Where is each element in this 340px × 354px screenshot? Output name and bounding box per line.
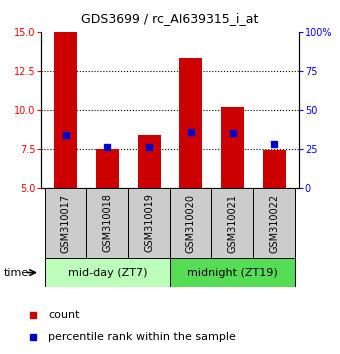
Text: GSM310017: GSM310017 (61, 194, 71, 252)
Text: GSM310018: GSM310018 (102, 194, 113, 252)
Bar (221, 107, 244, 188)
Text: GSM310021: GSM310021 (227, 194, 238, 252)
Bar (45, 188, 87, 258)
Bar (253, 188, 295, 258)
Bar (45, 258, 170, 287)
Bar (180, 58, 202, 188)
Bar (138, 135, 160, 188)
Bar (54, 32, 77, 188)
Text: GSM310022: GSM310022 (269, 193, 279, 253)
Bar (86, 188, 129, 258)
Text: GSM310020: GSM310020 (186, 194, 196, 252)
Bar (211, 188, 254, 258)
Bar (263, 150, 286, 188)
Bar (170, 188, 212, 258)
Text: midnight (ZT19): midnight (ZT19) (187, 268, 278, 278)
Text: GSM310019: GSM310019 (144, 194, 154, 252)
Bar (96, 149, 119, 188)
Bar (170, 258, 295, 287)
Text: count: count (48, 310, 80, 320)
Bar (128, 188, 170, 258)
Text: percentile rank within the sample: percentile rank within the sample (48, 332, 236, 342)
Text: mid-day (ZT7): mid-day (ZT7) (68, 268, 147, 278)
Text: GDS3699 / rc_AI639315_i_at: GDS3699 / rc_AI639315_i_at (81, 12, 259, 25)
Text: time: time (3, 268, 29, 278)
